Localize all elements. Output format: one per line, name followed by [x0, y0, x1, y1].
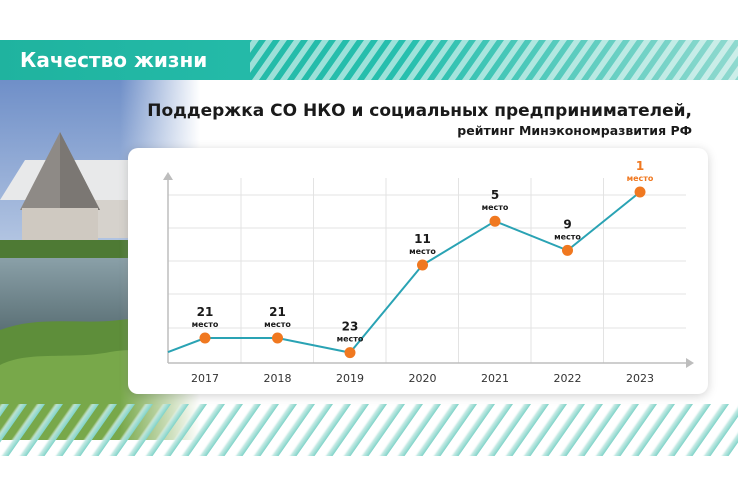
- data-point: [199, 332, 211, 344]
- x-axis-arrow: [686, 358, 694, 368]
- data-point: [562, 244, 573, 256]
- x-tick-label: 2017: [191, 372, 219, 385]
- data-point: [489, 215, 501, 227]
- chart-subtitle: рейтинг Минэкономразвития РФ: [457, 123, 692, 138]
- data-point: [417, 259, 428, 271]
- header-band: [0, 40, 738, 80]
- data-label-value: 21: [197, 305, 214, 319]
- data-label-value: 21: [269, 305, 286, 319]
- data-label-unit: место: [627, 174, 654, 183]
- data-label-value: 9: [563, 217, 571, 231]
- series-line: [167, 191, 641, 354]
- chart-title: Поддержка СО НКО и социальных предприним…: [147, 101, 692, 121]
- x-tick-label: 2019: [336, 372, 364, 385]
- footer-stripes: [0, 404, 738, 456]
- x-tick-label: 2023: [626, 372, 654, 385]
- data-label-unit: место: [409, 247, 436, 256]
- chart-card: 21 место 2017 21 место 2018 23 место 2019 11 место…: [128, 148, 708, 394]
- data-label-value: 23: [342, 320, 359, 334]
- data-point: [272, 332, 283, 344]
- data-label-value: 5: [491, 188, 499, 202]
- x-tick-label: 2021: [481, 372, 509, 385]
- data-label-value: 1: [636, 159, 644, 173]
- x-tick-label: 2018: [264, 372, 292, 385]
- data-point: [344, 347, 356, 359]
- x-tick-label: 2020: [409, 372, 437, 385]
- data-label-value: 11: [414, 232, 431, 246]
- line-chart: 21место201721место201823место201911место…: [163, 159, 694, 385]
- data-label-unit: место: [192, 320, 219, 329]
- data-label-unit: место: [337, 335, 364, 344]
- chart-title-block: Поддержка СО НКО и социальных предприним…: [147, 100, 692, 140]
- data-label-unit: место: [554, 232, 581, 241]
- x-tick-label: 2022: [554, 372, 582, 385]
- section-title: Качество жизни: [20, 48, 208, 72]
- data-label-unit: место: [482, 203, 509, 212]
- data-label-unit: место: [264, 320, 291, 329]
- y-axis-arrow: [163, 172, 173, 180]
- data-point: [634, 186, 646, 198]
